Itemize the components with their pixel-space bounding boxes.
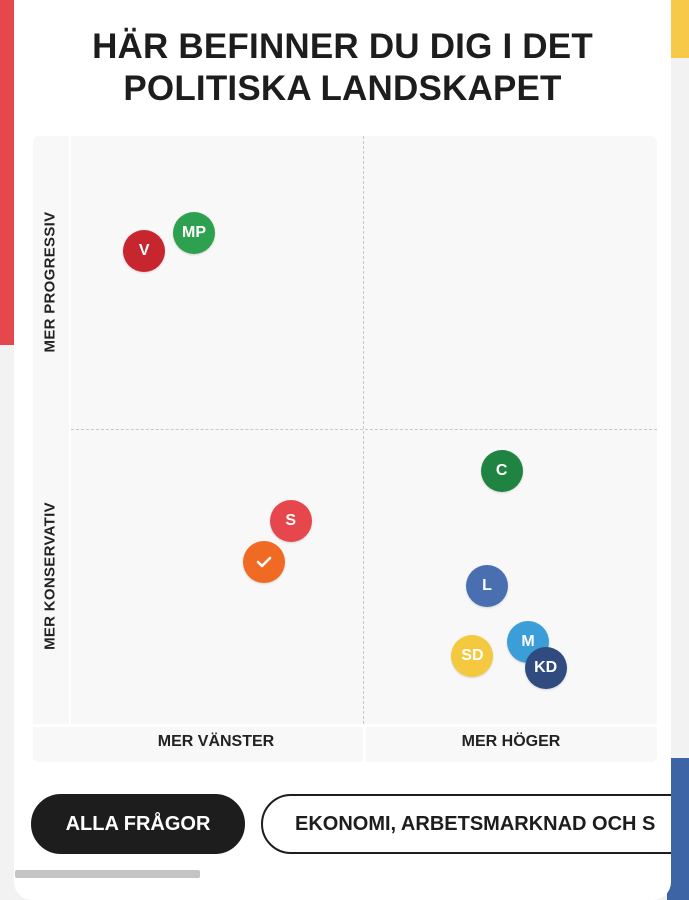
decorative-blue-stripe: [667, 758, 689, 900]
user-position-marker[interactable]: [243, 541, 286, 584]
political-compass-chart: MER PROGRESSIV MER KONSERVATIV MER VÄNST…: [33, 136, 657, 762]
party-marker-mp[interactable]: MP: [173, 212, 216, 255]
party-marker-v[interactable]: V: [123, 229, 166, 272]
result-card: HÄR BEFINNER DU DIG I DET POLITISKA LAND…: [14, 0, 671, 900]
y-axis-label-conservative: MER KONSERVATIV: [41, 502, 59, 650]
horizontal-divider: [71, 429, 657, 430]
party-marker-s[interactable]: S: [269, 500, 312, 543]
party-marker-sd[interactable]: SD: [451, 635, 494, 678]
x-axis-separator: [363, 724, 366, 762]
check-icon: [257, 556, 272, 568]
page-title: HÄR BEFINNER DU DIG I DET POLITISKA LAND…: [14, 26, 671, 110]
page-title-line-1: HÄR BEFINNER DU DIG I DET: [92, 27, 593, 66]
filter-economy-label: EKONOMI, ARBETSMARKNAD OCH S: [295, 812, 656, 835]
party-marker-l[interactable]: L: [466, 564, 509, 607]
x-axis-label-left: MER VÄNSTER: [157, 733, 275, 750]
x-axis: [33, 724, 657, 762]
vertical-divider: [363, 136, 364, 724]
horizontal-scrollbar[interactable]: [15, 870, 200, 878]
page-title-line-2: POLITISKA LANDSKAPET: [123, 69, 562, 108]
x-axis-label-right: MER HÖGER: [461, 733, 561, 750]
decorative-yellow-stripe: [667, 0, 689, 58]
filter-all-questions-button[interactable]: ALLA FRÅGOR: [31, 794, 245, 854]
y-axis-label-progressive: MER PROGRESSIV: [41, 211, 59, 353]
y-axis: [33, 136, 71, 724]
filter-economy-button[interactable]: EKONOMI, ARBETSMARKNAD OCH S: [261, 794, 671, 854]
party-marker-c[interactable]: C: [480, 450, 523, 493]
plot-area: V MP S C L M SD KD: [71, 136, 657, 724]
party-marker-kd[interactable]: KD: [524, 647, 567, 690]
